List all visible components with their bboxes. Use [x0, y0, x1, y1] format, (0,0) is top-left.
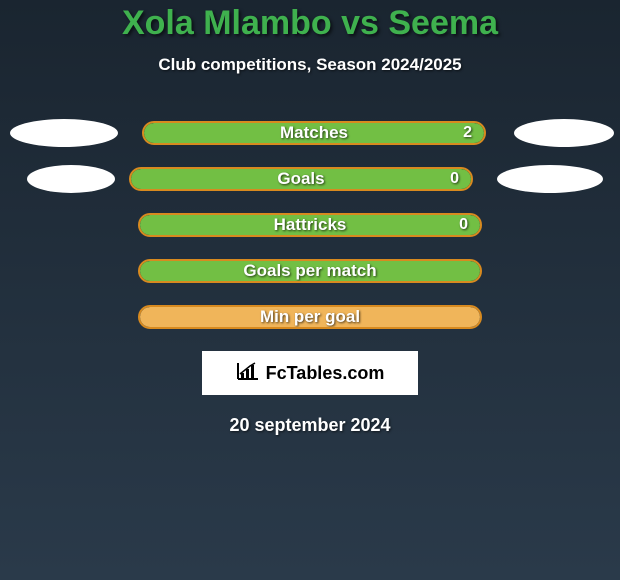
chart-icon	[236, 361, 260, 386]
stats-container: Matches2Goals0Hattricks0Goals per matchM…	[0, 121, 620, 329]
logo-box: FcTables.com	[202, 351, 418, 395]
stat-row: Hattricks0	[0, 213, 620, 237]
player-marker-right	[514, 119, 614, 147]
player-marker-left	[27, 165, 115, 193]
stat-bar: Min per goal	[138, 305, 482, 329]
stat-label: Min per goal	[140, 307, 480, 327]
stat-row: Min per goal	[0, 305, 620, 329]
page-title: Xola Mlambo vs Seema	[0, 0, 620, 43]
stat-value-right: 2	[463, 124, 472, 142]
logo-text: FcTables.com	[266, 363, 385, 384]
footer-date: 20 september 2024	[0, 415, 620, 436]
stat-row: Goals0	[0, 167, 620, 191]
player-marker-left	[10, 119, 118, 147]
player-marker-right	[497, 165, 603, 193]
stat-label: Goals	[131, 169, 471, 189]
stat-value-right: 0	[459, 216, 468, 234]
stat-row: Matches2	[0, 121, 620, 145]
stat-bar: Goals0	[129, 167, 473, 191]
stat-bar: Hattricks0	[138, 213, 482, 237]
logo: FcTables.com	[236, 361, 385, 386]
stat-bar: Goals per match	[138, 259, 482, 283]
page-subtitle: Club competitions, Season 2024/2025	[0, 55, 620, 75]
stat-label: Matches	[144, 123, 484, 143]
stat-label: Goals per match	[140, 261, 480, 281]
stat-bar: Matches2	[142, 121, 486, 145]
stat-label: Hattricks	[140, 215, 480, 235]
stat-value-right: 0	[450, 170, 459, 188]
stat-row: Goals per match	[0, 259, 620, 283]
